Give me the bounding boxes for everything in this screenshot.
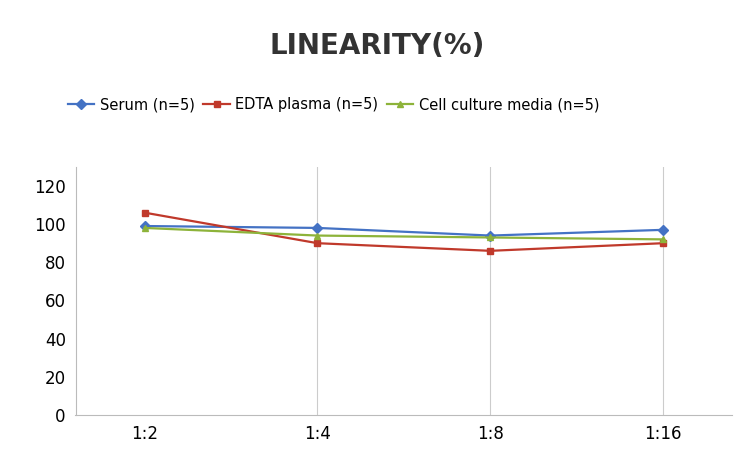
Text: LINEARITY(%): LINEARITY(%) — [270, 32, 485, 60]
Cell culture media (n=5) — [485, 235, 495, 240]
Line: Serum (n=5): Serum (n=5) — [141, 222, 667, 239]
Cell culture media (n=5) — [658, 237, 667, 242]
Cell culture media (n=5) — [140, 225, 149, 230]
Serum (n=5) — [313, 225, 322, 230]
Serum (n=5) — [140, 223, 149, 229]
Cell culture media (n=5) — [313, 233, 322, 238]
EDTA plasma (n=5) — [485, 248, 495, 253]
Line: Cell culture media (n=5): Cell culture media (n=5) — [141, 225, 667, 243]
Serum (n=5) — [485, 233, 495, 238]
Legend: Serum (n=5), EDTA plasma (n=5), Cell culture media (n=5): Serum (n=5), EDTA plasma (n=5), Cell cul… — [68, 97, 599, 112]
Serum (n=5) — [658, 227, 667, 233]
EDTA plasma (n=5) — [658, 240, 667, 246]
Line: EDTA plasma (n=5): EDTA plasma (n=5) — [141, 209, 667, 254]
EDTA plasma (n=5) — [140, 210, 149, 216]
EDTA plasma (n=5) — [313, 240, 322, 246]
